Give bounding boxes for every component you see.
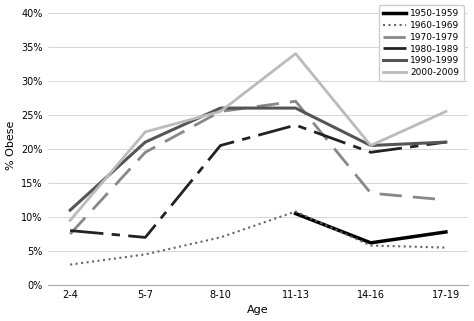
- 2000-2009: [143, 130, 148, 134]
- 1970-1979: [218, 109, 223, 113]
- 1990-1999: [67, 208, 73, 212]
- 1960-1969: [293, 210, 299, 213]
- X-axis label: Age: Age: [247, 306, 269, 316]
- 2000-2009: [67, 219, 73, 222]
- 1990-1999: [218, 106, 223, 110]
- 2000-2009: [368, 143, 374, 147]
- 1980-1989: [368, 150, 374, 154]
- 1960-1969: [218, 236, 223, 239]
- 1980-1989: [218, 143, 223, 147]
- Line: 1950-1959: 1950-1959: [296, 213, 446, 243]
- Line: 1980-1989: 1980-1989: [70, 125, 446, 238]
- 1960-1969: [443, 246, 449, 249]
- 1980-1989: [443, 140, 449, 144]
- Line: 2000-2009: 2000-2009: [70, 54, 446, 221]
- 2000-2009: [443, 109, 449, 113]
- 1990-1999: [368, 143, 374, 147]
- 2000-2009: [293, 52, 299, 56]
- 1970-1979: [143, 150, 148, 154]
- 1970-1979: [67, 232, 73, 236]
- Legend: 1950-1959, 1960-1969, 1970-1979, 1980-1989, 1990-1999, 2000-2009: 1950-1959, 1960-1969, 1970-1979, 1980-19…: [379, 5, 464, 82]
- Line: 1960-1969: 1960-1969: [70, 212, 446, 265]
- Line: 1970-1979: 1970-1979: [70, 101, 446, 234]
- 1970-1979: [443, 198, 449, 202]
- 1960-1969: [143, 253, 148, 256]
- Y-axis label: % Obese: % Obese: [6, 121, 16, 170]
- 1980-1989: [67, 229, 73, 232]
- 1960-1969: [368, 244, 374, 247]
- Line: 1990-1999: 1990-1999: [70, 108, 446, 210]
- 1970-1979: [293, 99, 299, 103]
- 1990-1999: [293, 106, 299, 110]
- 1980-1989: [293, 123, 299, 127]
- 1950-1959: [293, 212, 299, 215]
- 1960-1969: [67, 263, 73, 266]
- 1980-1989: [143, 236, 148, 239]
- 1990-1999: [143, 140, 148, 144]
- 1950-1959: [443, 230, 449, 234]
- 1970-1979: [368, 191, 374, 195]
- 2000-2009: [218, 109, 223, 113]
- 1950-1959: [368, 241, 374, 245]
- 1990-1999: [443, 140, 449, 144]
